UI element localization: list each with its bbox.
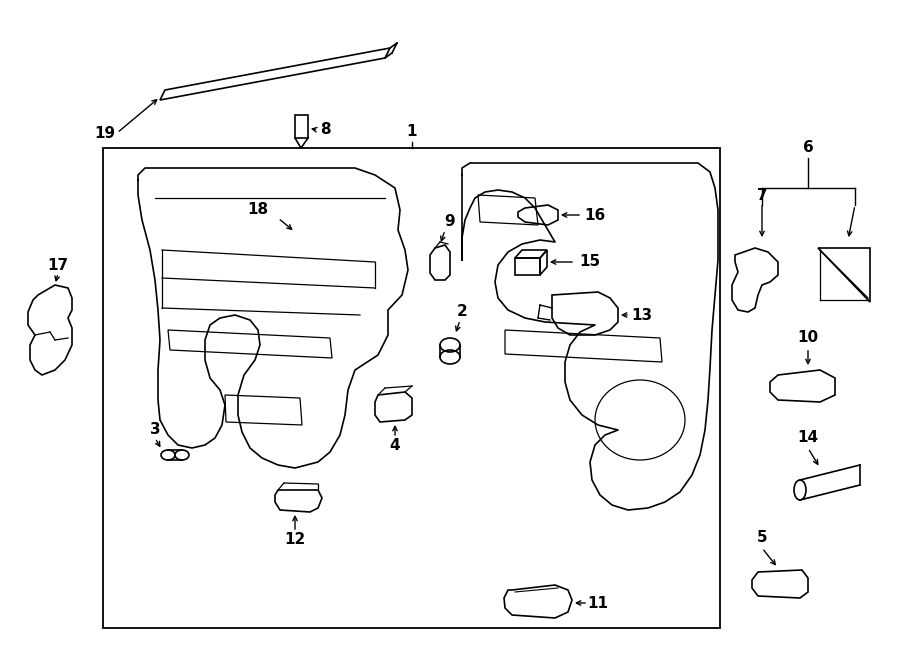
Text: 9: 9 [445,215,455,229]
Text: 11: 11 [588,596,608,611]
Text: 10: 10 [797,330,819,346]
Text: 6: 6 [803,141,814,155]
Text: 3: 3 [149,422,160,438]
Text: 18: 18 [248,202,268,217]
Text: 7: 7 [757,188,768,202]
Text: 2: 2 [456,305,467,319]
Text: 12: 12 [284,533,306,547]
Text: 8: 8 [320,122,330,137]
Text: 15: 15 [580,254,600,270]
Text: 5: 5 [757,531,768,545]
Text: 17: 17 [48,258,68,272]
Text: 4: 4 [390,438,400,453]
Text: 1: 1 [407,124,418,139]
Text: 14: 14 [797,430,819,446]
Text: 13: 13 [632,307,652,323]
Text: 16: 16 [584,208,606,223]
Text: 19: 19 [94,126,115,141]
